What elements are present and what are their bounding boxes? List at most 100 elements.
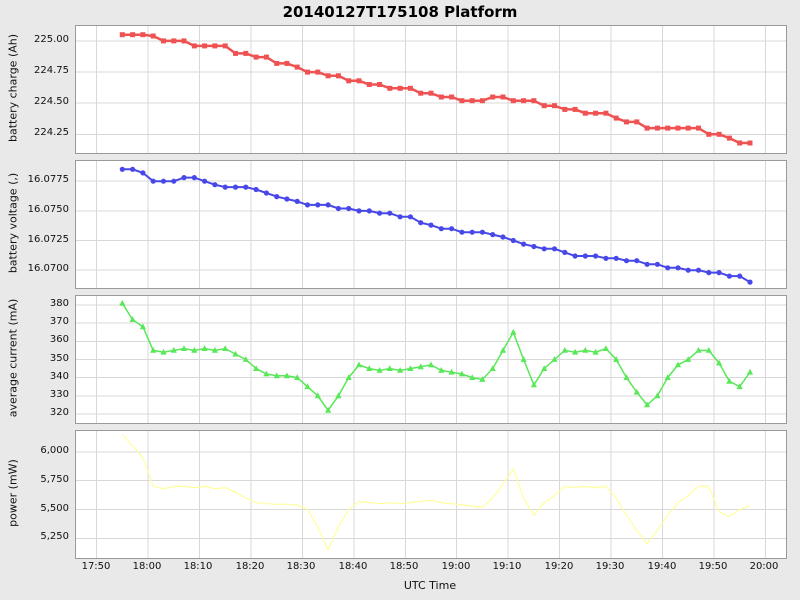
x-tick-label: 19:50: [698, 561, 728, 572]
marker-circle: [222, 184, 228, 190]
y-tick-label: 16.0775: [27, 174, 69, 185]
marker-square: [552, 103, 557, 109]
marker-square: [747, 140, 753, 146]
marker-circle: [500, 234, 506, 240]
plot-area-power: [75, 430, 787, 559]
marker-square: [726, 135, 732, 141]
marker-triangle: [602, 345, 609, 351]
marker-circle: [675, 265, 681, 271]
marker-triangle: [397, 367, 404, 373]
marker-square: [253, 54, 259, 60]
x-tick-label: 19:10: [492, 561, 522, 572]
marker-circle: [160, 178, 167, 184]
marker-triangle: [716, 359, 723, 366]
marker-triangle: [222, 345, 229, 351]
marker-triangle: [242, 356, 249, 362]
y-tick-label: 6,000: [40, 445, 69, 456]
y-tick-label: 5,250: [40, 531, 69, 542]
marker-square: [479, 98, 485, 104]
chart-average-current: average current (mA) 320 330 340 350 360 370 3…: [0, 295, 800, 424]
marker-triangle: [592, 348, 599, 355]
marker-triangle: [530, 381, 537, 388]
marker-square: [531, 98, 537, 104]
marker-circle: [510, 237, 516, 244]
marker-circle: [130, 166, 136, 172]
marker-circle: [202, 178, 208, 184]
marker-circle: [582, 253, 588, 259]
marker-square: [243, 50, 249, 56]
y-ticks-battery-charge: 224.25 224.50 224.75 225.00: [0, 25, 71, 152]
marker-triangle: [479, 376, 486, 382]
marker-square: [613, 115, 619, 121]
marker-square: [634, 119, 640, 125]
marker-circle: [150, 178, 156, 184]
marker-triangle: [685, 356, 692, 362]
marker-circle: [747, 279, 753, 285]
marker-triangle: [674, 361, 682, 368]
marker-triangle: [705, 347, 712, 353]
marker-circle: [140, 170, 146, 176]
marker-triangle: [160, 348, 167, 355]
marker-circle: [263, 190, 269, 196]
marker-circle: [335, 205, 341, 212]
marker-circle: [304, 202, 311, 208]
plot-area-battery-voltage: [75, 160, 787, 289]
chart-battery-voltage: battery voltage (,) 16.0700 16.0725 16.075…: [0, 160, 800, 289]
marker-square: [387, 85, 393, 91]
marker-triangle: [654, 392, 661, 399]
marker-square: [171, 38, 177, 44]
chart-power: power (mW) 5,250 5,500 5,750 6,000: [0, 430, 800, 559]
marker-square: [603, 110, 609, 116]
marker-triangle: [345, 374, 352, 380]
marker-square: [335, 73, 341, 79]
marker-triangle: [386, 365, 393, 371]
marker-circle: [634, 258, 640, 264]
marker-circle: [521, 241, 527, 247]
y-ticks-average-current: 320 330 340 350 360 370 380: [0, 295, 71, 422]
marker-square: [696, 125, 701, 131]
x-tick-label: 17:50: [81, 561, 111, 572]
marker-square: [624, 119, 629, 125]
marker-square: [212, 43, 218, 49]
marker-square: [469, 98, 475, 104]
marker-circle: [407, 214, 413, 220]
y-tick-label: 320: [49, 407, 69, 418]
marker-triangle: [407, 365, 414, 371]
y-ticks-battery-voltage: 16.0700 16.0725 16.0750 16.0775: [0, 160, 71, 287]
marker-square: [119, 32, 125, 38]
x-tick-label: 18:10: [183, 561, 213, 572]
marker-circle: [191, 175, 197, 181]
marker-square: [263, 54, 269, 60]
marker-square: [438, 94, 444, 100]
marker-circle: [644, 261, 650, 267]
marker-circle: [737, 273, 743, 279]
marker-circle: [449, 226, 455, 232]
y-tick-label: 224.75: [34, 65, 69, 76]
marker-triangle: [376, 367, 383, 373]
marker-circle: [479, 229, 485, 235]
marker-triangle: [726, 377, 733, 384]
y-tick-label: 224.25: [34, 127, 69, 138]
marker-circle: [315, 202, 321, 208]
marker-triangle: [304, 383, 311, 390]
marker-triangle: [499, 347, 507, 353]
marker-square: [191, 43, 197, 49]
marker-triangle: [736, 383, 743, 390]
marker-square: [315, 69, 321, 75]
marker-square: [521, 98, 527, 104]
marker-square: [582, 110, 588, 116]
x-tick-label: 19:20: [544, 561, 574, 572]
power-series: [76, 431, 786, 558]
marker-circle: [119, 166, 125, 172]
marker-triangle: [427, 361, 435, 368]
marker-square: [593, 110, 599, 116]
x-tick-label: 19:40: [647, 561, 677, 572]
marker-circle: [665, 265, 671, 271]
marker-triangle: [448, 368, 455, 375]
marker-triangle: [294, 374, 301, 380]
x-tick-label: 19:30: [595, 561, 625, 572]
marker-square: [294, 64, 300, 70]
marker-triangle: [355, 361, 363, 368]
marker-triangle: [417, 363, 424, 370]
marker-triangle: [746, 368, 754, 375]
